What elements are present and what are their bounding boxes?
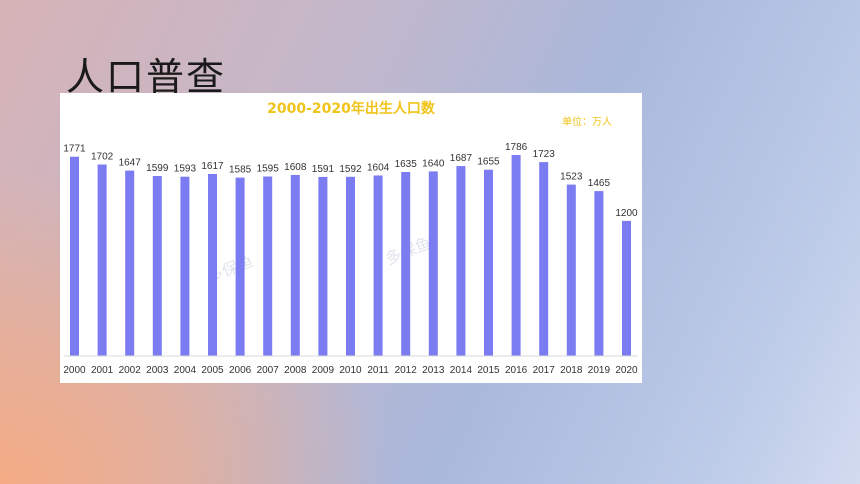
value-label-2020: 1200 (615, 208, 638, 219)
value-label-2010: 1592 (339, 164, 362, 175)
bar-2015 (484, 169, 493, 356)
unit-label: 单位：万人 (562, 115, 612, 128)
bar-2010 (346, 176, 355, 356)
value-label-2013: 1640 (422, 158, 445, 169)
category-label-2019: 2019 (588, 365, 611, 376)
bar-2001 (97, 164, 107, 356)
bar-2020 (622, 220, 631, 356)
bar-2003 (152, 176, 162, 356)
category-label-2004: 2004 (174, 365, 197, 376)
category-label-2001: 2001 (91, 365, 114, 376)
category-label-2006: 2006 (229, 365, 252, 376)
value-label-2005: 1617 (201, 161, 224, 172)
value-label-2012: 1635 (395, 159, 418, 170)
value-label-2011: 1604 (367, 163, 390, 174)
bar-2008 (290, 175, 300, 356)
category-label-2016: 2016 (505, 365, 528, 376)
slide-title: 人口普查 (66, 55, 227, 99)
bar-2005 (208, 174, 217, 356)
bar-2018 (566, 184, 576, 356)
category-label-2010: 2010 (339, 365, 362, 376)
bar-2011 (373, 175, 383, 356)
value-label-2006: 1585 (229, 165, 252, 176)
bar-2004 (180, 176, 190, 356)
value-label-2009: 1591 (312, 164, 335, 175)
category-label-2017: 2017 (533, 365, 556, 376)
chart-title: 2000-2020年出生人口数 (267, 100, 436, 117)
bar-2009 (318, 176, 328, 356)
bar-2007 (263, 176, 273, 356)
bar-2012 (401, 172, 411, 356)
category-label-2007: 2007 (257, 365, 280, 376)
category-label-2002: 2002 (119, 365, 142, 376)
value-label-2004: 1593 (174, 164, 197, 175)
value-label-2007: 1595 (257, 164, 280, 175)
value-label-2002: 1647 (119, 158, 142, 169)
value-label-2015: 1655 (477, 157, 500, 168)
bar-2000 (70, 156, 79, 356)
value-labels-group: 1771 1702 1647 1599 1593 1617 1585 1595 1608 1591… (63, 142, 638, 219)
category-label-2015: 2015 (477, 365, 500, 376)
category-label-2000: 2000 (63, 365, 86, 376)
category-labels-group: 2000 2001 2002 2003 2004 2005 2006 2007 2008 2009… (63, 365, 638, 376)
category-label-2011: 2011 (367, 365, 389, 376)
value-label-2000: 1771 (63, 144, 86, 155)
bar-2019 (594, 191, 604, 356)
category-label-2003: 2003 (146, 365, 169, 376)
category-label-2008: 2008 (284, 365, 307, 376)
value-label-2017: 1723 (533, 149, 556, 160)
value-label-2014: 1687 (450, 153, 473, 164)
value-label-2003: 1599 (146, 163, 169, 174)
value-label-2016: 1786 (505, 142, 528, 153)
value-label-2008: 1608 (284, 162, 307, 173)
category-label-2009: 2009 (312, 365, 335, 376)
bar-2013 (428, 171, 438, 356)
chart-card: 2000-2020年出生人口数 单位：万人 多保鱼多保鱼 17711702164… (60, 93, 642, 383)
bar-2017 (539, 162, 549, 356)
value-label-2019: 1465 (588, 178, 611, 189)
bars-group (70, 155, 631, 356)
category-label-2020: 2020 (615, 365, 638, 376)
category-label-2014: 2014 (450, 365, 473, 376)
value-label-2001: 1702 (91, 152, 114, 163)
category-label-2005: 2005 (201, 365, 224, 376)
category-label-2018: 2018 (560, 365, 583, 376)
bar-2002 (125, 170, 135, 356)
bar-2014 (456, 166, 466, 356)
bar-chart: 2000-2020年出生人口数 单位：万人 多保鱼多保鱼 17711702164… (63, 100, 638, 376)
category-label-2012: 2012 (395, 365, 418, 376)
bar-2016 (511, 155, 521, 356)
category-label-2013: 2013 (422, 365, 445, 376)
bar-2006 (235, 177, 245, 356)
value-label-2018: 1523 (560, 172, 583, 183)
